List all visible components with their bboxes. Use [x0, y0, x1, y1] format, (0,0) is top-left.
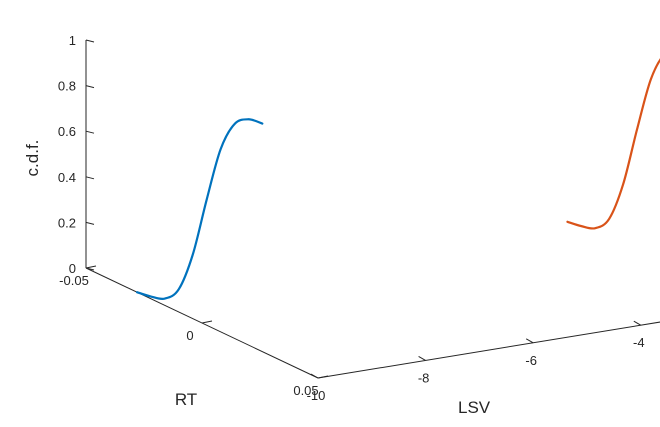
x-tick-mark [633, 320, 642, 326]
series-line-1 [135, 118, 264, 301]
y-tick-label: 0.05 [293, 383, 318, 398]
data-lines [135, 58, 660, 301]
x-axis-label: LSV [458, 398, 491, 417]
y-tick-mark [317, 375, 329, 379]
x-tick-label: -8 [418, 370, 430, 385]
x-tick-label: -4 [633, 335, 645, 350]
z-tick-mark [85, 176, 95, 180]
y-axis-label: RT [175, 390, 197, 409]
z-tick-label: 0.4 [58, 170, 76, 185]
z-tick-label: 0.6 [58, 124, 76, 139]
y-tick-label: -0.05 [59, 273, 89, 288]
x-axis-line [317, 321, 660, 379]
y-tick-mark [201, 320, 213, 324]
z-tick-label: 0.2 [58, 215, 76, 230]
y-tick-mark [85, 265, 97, 269]
x-tick-mark [418, 355, 426, 361]
z-tick-mark [85, 267, 95, 271]
x-tick-mark [310, 373, 319, 379]
x-tick-mark [525, 338, 534, 344]
z-tick-label: 0.8 [58, 79, 76, 94]
z-tick-label: 1 [69, 33, 76, 48]
series-line-2 [566, 58, 660, 230]
z-tick-mark [85, 85, 95, 89]
x-tick-label: -10 [307, 388, 326, 403]
z-tick-mark [85, 221, 95, 225]
z-tick-mark [85, 130, 95, 134]
x-tick-label: -6 [525, 353, 537, 368]
y-tick-label: 0 [186, 328, 193, 343]
z-tick-label: 0 [69, 261, 76, 276]
z-axis-label: c.d.f. [23, 140, 42, 177]
z-tick-mark [85, 39, 95, 43]
axes [85, 40, 660, 379]
tick-marks [85, 39, 642, 379]
